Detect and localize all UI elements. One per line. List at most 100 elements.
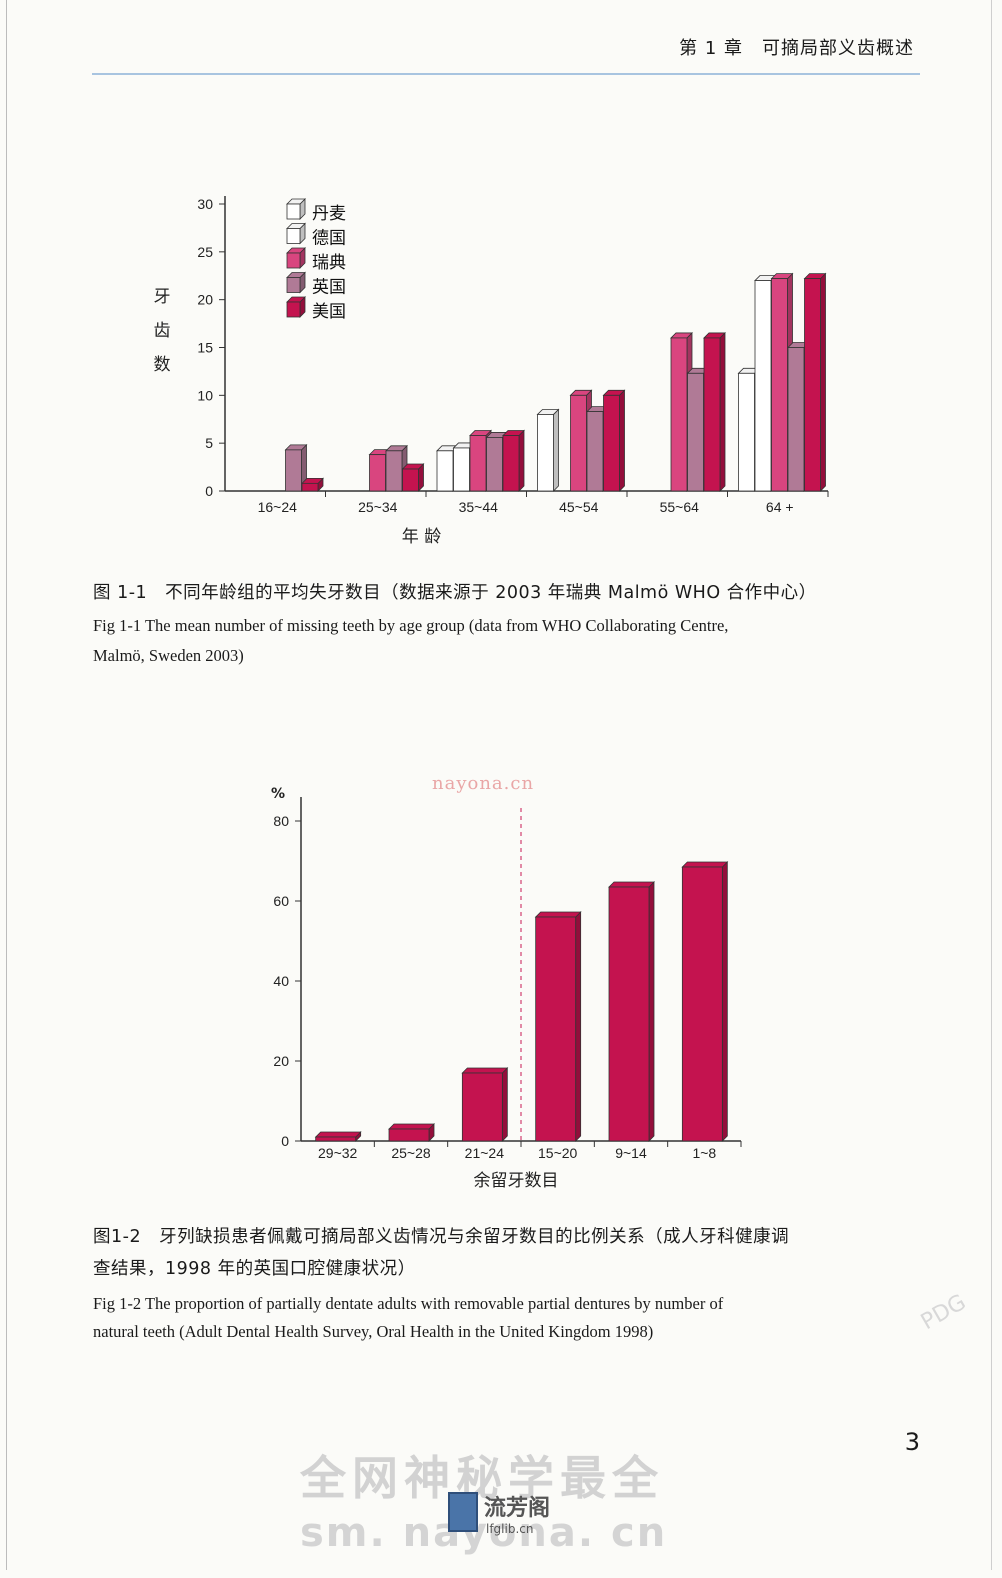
bar-3-top [461,1067,509,1074]
header-rule [92,73,920,75]
bar-4-front [535,916,577,1142]
running-header: 第 1 章 可摘局部义齿概述 [679,38,914,59]
y-tick-label: 25 [197,244,213,260]
bar-1 [314,1131,362,1142]
y-axis-label: % [271,786,285,802]
x-tick-label: 45~54 [559,499,599,515]
legend-label: 美国 [312,302,346,322]
bar-5-side [648,881,655,1142]
x-axis-label: 年 龄 [402,527,441,547]
bar-5-1-front [301,482,319,492]
bar-1-front [315,1136,357,1142]
x-tick-label: 25~34 [358,499,398,515]
y-tick-label: 30 [197,196,213,212]
bar-5-top [608,881,655,888]
y-axis-label-char: 数 [154,355,171,375]
bar-4-side [575,911,582,1142]
bar-4-5-front [687,372,704,492]
x-tick-label: 16~24 [258,499,298,515]
figure-1-caption-en-line1: Fig 1-1 The mean number of missing teeth… [93,616,729,635]
legend-item-2: 德国 [286,222,346,249]
bar-3-front [461,1072,503,1142]
bar-4-6-front [787,347,805,492]
book-icon [448,1492,478,1532]
y-tick-label: 80 [273,813,289,829]
bar-2-6-front [754,280,772,492]
watermark-logo: 流芳阁 lfglib.cn [440,1486,610,1546]
bar-5-3 [502,429,525,492]
figure-1-caption-cn: 图 1-1 不同年龄组的平均失牙数目（数据来源于 2003 年瑞典 Malmö … [93,583,817,603]
legend-swatch-front [286,228,301,244]
legend-swatch [286,271,306,294]
legend-swatch-front [286,252,301,269]
bar-4-top [534,911,582,918]
x-tick-label: 21~24 [465,1145,505,1161]
bar-4-2-front [385,450,403,492]
bar-2 [388,1123,435,1142]
legend-label: 英国 [312,278,346,298]
legend-swatch [286,247,306,269]
bar-1-3-front [436,450,454,492]
legend-item-3: 瑞典 [286,247,346,273]
figure-1-caption-en-line2: Malmö, Sweden 2003) [93,646,244,665]
bar-5-6 [803,272,827,492]
watermark-logo-site: lfglib.cn [486,1522,534,1536]
bar-5-3-front [502,435,520,492]
bar-6-front [681,866,723,1142]
bar-6 [681,861,729,1142]
x-tick-label: 9~14 [615,1145,647,1161]
bar-5-5-front [703,337,721,492]
y-tick-label: 60 [273,893,289,909]
watermark-slogan: 全网神秘学最全 [300,1451,664,1505]
page-border [6,0,992,1570]
bar-5-1 [301,477,324,492]
figure-2-caption-en-line1: Fig 1-2 The proportion of partially dent… [93,1294,724,1313]
legend-swatch-front [286,203,301,220]
bar-6-top [681,861,729,868]
bar-5-2-front [402,468,419,492]
bar-2-top [388,1123,435,1130]
bar-5-2 [401,463,425,492]
figure-2-chart: 0 20 40 60 80% 余留牙数目 29~32 25~28 21~24 15~20 9~14 1… [271,786,742,1191]
bar-3-4-front [570,394,587,492]
legend-swatch [286,296,306,318]
bar-5 [608,881,655,1142]
y-tick-label: 0 [205,483,213,499]
bar-1-top [314,1131,362,1138]
watermark-logo-name: 流芳阁 [484,1495,551,1521]
x-tick-label: 35~44 [459,499,499,515]
figure-2-caption-cn-line1: 图1-2 牙列缺损患者佩戴可摘局部义齿情况与余留牙数目的比例关系（成人牙科健康调 [93,1227,790,1247]
legend-swatch-front [286,301,301,318]
legend-item-1: 丹麦 [286,198,346,224]
bar-6-side [721,861,728,1142]
watermark-url-top: nayona.cn [432,773,535,794]
watermark-url-bottom: sm. nayona. cn [300,1510,668,1556]
legend-swatch [286,222,306,245]
bar-4-3-front [486,437,503,492]
bar-3 [461,1067,509,1142]
y-tick-label: 0 [281,1133,289,1149]
y-tick-label: 5 [205,435,213,451]
bar-5-4 [602,389,626,492]
bar-1-4-front [537,414,554,492]
bar-1-6-front [738,372,755,492]
bar-4-4-front [586,411,604,492]
x-tick-label: 1~8 [692,1145,716,1161]
legend-label: 瑞典 [312,253,346,273]
x-tick-label: 64 + [766,499,794,515]
bar-1-4 [536,408,560,492]
bar-3-3-front [469,435,487,492]
x-tick-label: 29~32 [318,1145,358,1161]
legend-swatch [286,198,306,220]
y-axis-label-char: 齿 [154,321,171,341]
bar-3-6-front [771,278,788,492]
bar-5-4-front [603,394,620,492]
bar-4 [534,911,582,1142]
x-axis-label: 余留牙数目 [474,1171,559,1191]
y-tick-label: 20 [197,292,213,308]
legend-swatch-front [286,277,301,293]
figure-2-caption-cn-line2: 查结果，1998 年的英国口腔健康状况） [93,1259,416,1279]
y-tick-label: 40 [273,973,289,989]
x-tick-label: 15~20 [538,1145,578,1161]
